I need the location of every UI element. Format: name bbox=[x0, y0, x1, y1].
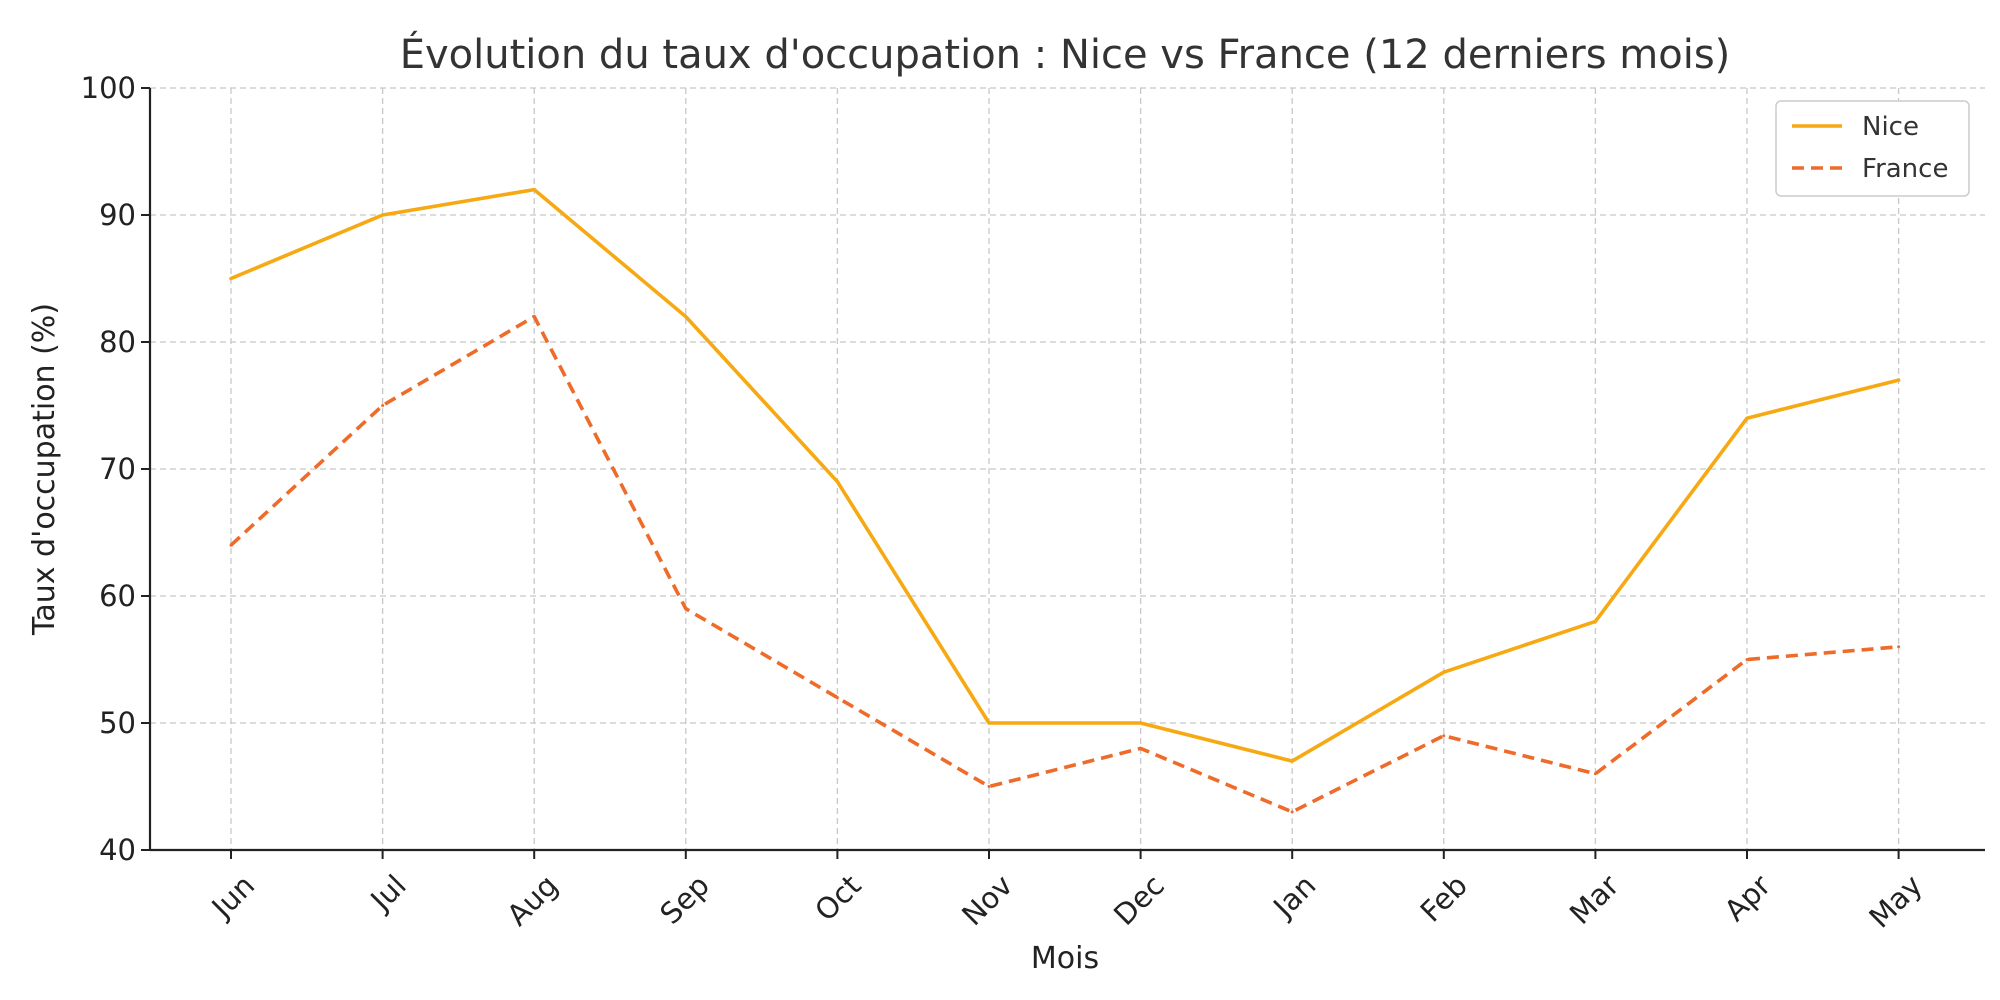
series-lines bbox=[229, 187, 1901, 814]
y-axis-label: Taux d'occupation (%) bbox=[27, 303, 62, 636]
data-point-france bbox=[1593, 772, 1597, 776]
x-tick-label: Mar bbox=[1563, 868, 1626, 931]
data-point-france bbox=[229, 543, 233, 547]
x-tick-label: Sep bbox=[653, 868, 716, 931]
data-point-france bbox=[835, 696, 839, 700]
data-point-nice bbox=[684, 315, 688, 319]
data-point-france bbox=[1290, 810, 1294, 814]
x-ticks: Jun Jul Aug Sep Oct Nov Dec Jan Feb Mar Apr May bbox=[204, 850, 1929, 935]
x-tick-label: Nov bbox=[955, 868, 1019, 932]
data-point-france bbox=[1139, 746, 1143, 750]
x-tick-label: Jan bbox=[1265, 868, 1322, 925]
y-tick-label: 40 bbox=[99, 833, 136, 867]
chart-title: Évolution du taux d'occupation : Nice vs… bbox=[400, 30, 1731, 78]
y-tick-label: 90 bbox=[99, 198, 136, 232]
series-line-france bbox=[229, 314, 1899, 814]
x-tick-label: Dec bbox=[1107, 868, 1171, 932]
data-point-nice bbox=[532, 188, 536, 192]
data-point-nice bbox=[1290, 759, 1294, 763]
data-point-france bbox=[1897, 645, 1901, 649]
data-point-nice bbox=[1745, 416, 1749, 420]
data-point-nice bbox=[229, 277, 233, 280]
legend: Nice France bbox=[1775, 100, 1970, 197]
data-point-nice bbox=[1442, 670, 1446, 674]
x-axis-label: Mois bbox=[1031, 941, 1099, 976]
data-point-nice bbox=[1139, 721, 1143, 725]
legend-label-france: France bbox=[1862, 154, 1948, 184]
y-tick-label: 60 bbox=[99, 579, 136, 613]
x-tick-label: Apr bbox=[1718, 868, 1778, 928]
data-point-nice bbox=[1593, 619, 1597, 623]
y-ticks: 40 50 60 70 80 90 100 bbox=[81, 71, 150, 867]
data-point-france bbox=[532, 315, 536, 319]
y-tick-label: 50 bbox=[99, 706, 136, 740]
x-tick-label: May bbox=[1862, 868, 1928, 934]
series-line-nice bbox=[229, 187, 1901, 763]
data-point-nice bbox=[381, 213, 385, 217]
x-tick-label: Feb bbox=[1414, 868, 1474, 928]
legend-label-nice: Nice bbox=[1862, 112, 1919, 142]
y-tick-label: 70 bbox=[99, 452, 136, 486]
data-point-nice bbox=[1897, 378, 1901, 382]
data-point-france bbox=[684, 607, 688, 611]
data-point-france bbox=[1442, 734, 1446, 738]
y-tick-label: 100 bbox=[81, 71, 136, 105]
x-tick-label: Aug bbox=[500, 868, 564, 932]
data-point-nice bbox=[835, 480, 839, 484]
x-tick-label: Oct bbox=[808, 868, 868, 928]
x-tick-label: Jul bbox=[363, 868, 413, 918]
data-point-france bbox=[987, 785, 991, 788]
grid bbox=[150, 87, 1985, 850]
data-point-france bbox=[381, 404, 385, 407]
y-tick-label: 80 bbox=[99, 325, 136, 359]
data-point-nice bbox=[987, 721, 991, 725]
data-point-france bbox=[1745, 658, 1749, 661]
x-tick-label: Jun bbox=[204, 868, 261, 925]
